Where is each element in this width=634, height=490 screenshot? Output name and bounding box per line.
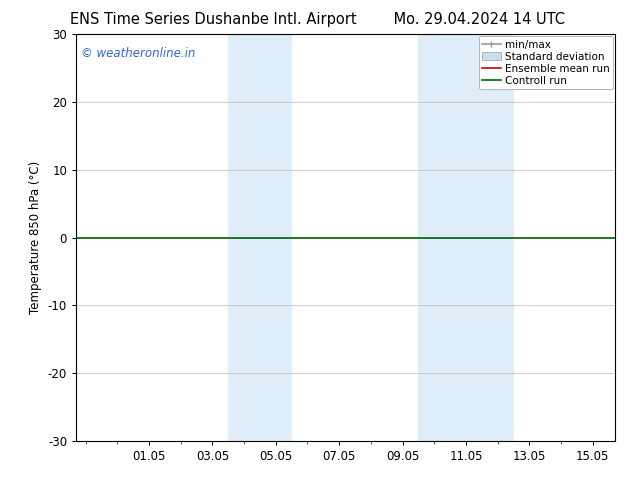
Text: ENS Time Series Dushanbe Intl. Airport        Mo. 29.04.2024 14 UTC: ENS Time Series Dushanbe Intl. Airport M… xyxy=(70,12,564,27)
Text: © weatheronline.in: © weatheronline.in xyxy=(81,47,196,59)
Bar xyxy=(418,34,514,441)
Legend: min/max, Standard deviation, Ensemble mean run, Controll run: min/max, Standard deviation, Ensemble me… xyxy=(479,36,613,89)
Y-axis label: Temperature 850 hPa (°C): Temperature 850 hPa (°C) xyxy=(29,161,42,314)
Bar xyxy=(228,34,292,441)
